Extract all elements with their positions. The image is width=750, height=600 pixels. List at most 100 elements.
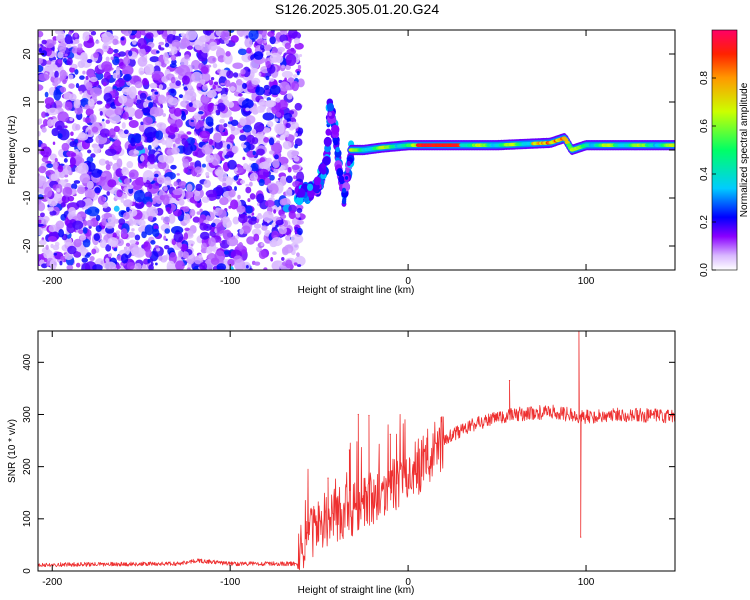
heatmap-cell bbox=[96, 100, 103, 105]
heatmap-cell bbox=[38, 130, 41, 137]
heatmap-cell bbox=[238, 93, 243, 97]
heatmap-cell bbox=[219, 118, 225, 124]
heatmap-cell bbox=[158, 47, 165, 51]
heatmap-cell bbox=[291, 80, 300, 92]
heatmap-cell bbox=[234, 259, 246, 270]
heatmap-cell bbox=[173, 231, 184, 243]
heatmap-cell bbox=[44, 97, 55, 106]
heatmap-cell bbox=[170, 54, 177, 61]
heatmap-cell bbox=[38, 65, 44, 73]
heatmap-cell bbox=[199, 208, 203, 213]
heatmap-cell bbox=[60, 202, 66, 208]
heatmap-cell bbox=[285, 235, 292, 241]
heatmap-cell bbox=[293, 175, 297, 180]
heatmap-cell bbox=[144, 126, 157, 139]
heatmap-cell bbox=[192, 100, 202, 109]
heatmap-cell bbox=[41, 111, 47, 119]
heatmap-cell bbox=[249, 75, 253, 81]
snr-y-ticks: 0 100 200 300 400 bbox=[22, 354, 675, 574]
heatmap-cell bbox=[158, 84, 164, 90]
heatmap-cell bbox=[275, 97, 281, 103]
heatmap-cell bbox=[59, 86, 67, 93]
heatmap-cell bbox=[218, 209, 227, 219]
heatmap-cell bbox=[202, 30, 210, 35]
heatmap-cell bbox=[290, 234, 304, 244]
heatmap-cell bbox=[129, 239, 137, 245]
heatmap-cell bbox=[41, 50, 48, 57]
heatmap-cell bbox=[134, 234, 141, 241]
heatmap-cell bbox=[208, 30, 215, 34]
heatmap-cell bbox=[150, 94, 156, 101]
figure-title: S126.2025.305.01.20.G24 bbox=[275, 1, 439, 17]
heatmap-cell bbox=[143, 241, 151, 252]
heatmap-cell bbox=[266, 107, 271, 113]
heatmap-cell bbox=[54, 70, 59, 79]
heatmap-cell bbox=[264, 100, 275, 108]
heatmap-cell bbox=[260, 242, 264, 247]
heatmap-cell bbox=[95, 225, 102, 232]
heatmap-cell bbox=[230, 199, 239, 210]
heatmap-cell bbox=[123, 73, 132, 82]
snr-spike-point bbox=[508, 379, 511, 382]
heatmap-cell bbox=[44, 39, 55, 49]
heatmap-cell bbox=[297, 227, 303, 236]
heatmap-cell bbox=[73, 99, 81, 109]
heatmap-cell bbox=[253, 223, 262, 229]
heatmap-cell bbox=[116, 189, 123, 198]
heatmap-cell bbox=[76, 186, 86, 195]
heatmap-cell bbox=[220, 82, 225, 86]
heatmap-cell bbox=[266, 157, 272, 163]
heatmap-cell bbox=[149, 106, 160, 118]
snr-x-tick-label: 0 bbox=[405, 577, 411, 588]
heatmap-cell bbox=[64, 53, 68, 57]
snr-y-tick-label: 400 bbox=[22, 354, 33, 371]
heatmap-cell bbox=[79, 90, 83, 95]
colorbar-label: Normalized spectral amplitude bbox=[739, 82, 750, 217]
heatmap-cell bbox=[162, 216, 171, 225]
heatmap-cell bbox=[246, 47, 252, 54]
heatmap-cell bbox=[207, 55, 217, 64]
heatmap-cell bbox=[275, 112, 282, 118]
heatmap-cell bbox=[224, 250, 230, 255]
heatmap-cell bbox=[283, 130, 290, 138]
heatmap-cell bbox=[247, 69, 251, 72]
heatmap-cell bbox=[292, 74, 298, 79]
heatmap-cell bbox=[38, 202, 46, 212]
heatmap-cell bbox=[113, 218, 120, 224]
heatmap-cell bbox=[232, 62, 244, 69]
heatmap-y-tick-label: 10 bbox=[22, 96, 33, 108]
heatmap-cell bbox=[206, 89, 217, 99]
heatmap-cell bbox=[252, 67, 258, 74]
heatmap-cell bbox=[73, 180, 81, 184]
heatmap-cell bbox=[323, 136, 332, 147]
heatmap-cell bbox=[286, 48, 297, 55]
heatmap-cell bbox=[69, 141, 78, 148]
heatmap-cell bbox=[285, 122, 291, 129]
heatmap-cell bbox=[190, 144, 197, 152]
heatmap-cell bbox=[232, 72, 239, 78]
heatmap-cell bbox=[86, 58, 93, 64]
heatmap-cell bbox=[162, 52, 169, 62]
heatmap-cell bbox=[226, 237, 239, 247]
heatmap-cell bbox=[53, 252, 58, 256]
heatmap-cell bbox=[176, 173, 180, 176]
heatmap-cell bbox=[62, 186, 73, 197]
heatmap-x-ticks: -200 -100 0 100 bbox=[42, 30, 595, 287]
heatmap-cell bbox=[145, 32, 154, 39]
heatmap-cell bbox=[256, 148, 265, 156]
heatmap-cell bbox=[165, 137, 173, 149]
heatmap-cell bbox=[218, 240, 222, 244]
heatmap-cell bbox=[238, 213, 248, 224]
heatmap-cell bbox=[186, 83, 193, 90]
heatmap-cell bbox=[274, 118, 279, 122]
heatmap-cell bbox=[263, 84, 270, 90]
heatmap-cell bbox=[162, 185, 168, 192]
heatmap-cell bbox=[220, 93, 228, 102]
heatmap-cell bbox=[183, 167, 189, 174]
heatmap-cell bbox=[63, 92, 72, 101]
heatmap-cell bbox=[245, 115, 256, 125]
heatmap-cell bbox=[82, 238, 91, 248]
heatmap-cell bbox=[67, 44, 72, 49]
heatmap-cell bbox=[126, 184, 134, 190]
heatmap-cell bbox=[187, 230, 194, 237]
